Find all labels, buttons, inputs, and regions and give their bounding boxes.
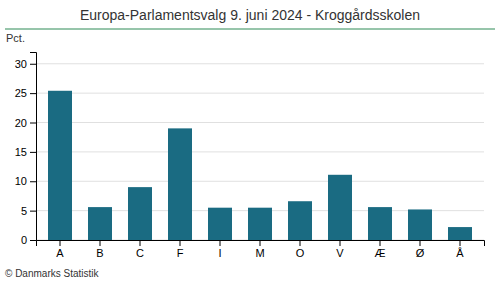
tick-mark (60, 240, 61, 246)
grid (36, 64, 484, 240)
tick: 0 (21, 234, 36, 246)
tick-label: A (56, 247, 64, 259)
tick-label: I (218, 247, 221, 259)
tick-mark (30, 181, 36, 182)
tick: 30 (15, 58, 36, 70)
tick: M (255, 240, 264, 259)
tick-label: 30 (15, 58, 27, 70)
tick-mark (30, 93, 36, 94)
title-rule (5, 29, 495, 30)
x-axis: ABCFIMOVÆØÅ (37, 240, 485, 259)
grid-line (36, 181, 484, 182)
tick-label: 15 (15, 146, 27, 158)
tick-label: 25 (15, 87, 27, 99)
tick: V (336, 240, 344, 259)
tick-mark (180, 240, 181, 246)
tick-label: V (336, 247, 344, 259)
tick-label: O (296, 247, 305, 259)
tick-mark (300, 240, 301, 246)
bar (128, 187, 152, 240)
tick-mark (420, 240, 421, 246)
tick: Ø (416, 240, 425, 259)
tick-mark (30, 64, 36, 65)
tick: Æ (375, 240, 386, 259)
y-label: Pct. (6, 32, 25, 44)
tick: 20 (15, 117, 36, 129)
tick-mark (340, 240, 341, 246)
tick-label: Å (456, 247, 464, 259)
tick: F (177, 240, 184, 259)
tick-mark (30, 123, 36, 124)
title: Europa-Parlamentsvalg 9. juni 2024 - Kro… (80, 7, 420, 23)
tick: 5 (21, 205, 36, 217)
tick-mark (460, 240, 461, 246)
tick-label: 10 (15, 175, 27, 187)
tick: B (96, 240, 103, 259)
tick-mark (260, 240, 261, 246)
tick-label: F (177, 247, 184, 259)
tick: O (296, 240, 305, 259)
grid-line (36, 93, 484, 94)
grid-line (36, 151, 484, 152)
tick-mark (100, 240, 101, 246)
bar (88, 207, 112, 240)
bar (168, 128, 192, 240)
bar (328, 175, 352, 240)
tick-mark (380, 240, 381, 246)
chart: Europa-Parlamentsvalg 9. juni 2024 - Kro… (0, 0, 500, 282)
tick-label: Æ (375, 247, 386, 259)
bars (48, 91, 472, 240)
tick-label: M (255, 247, 264, 259)
bar (208, 208, 232, 240)
bar (408, 209, 432, 240)
bar (368, 207, 392, 240)
bar (48, 91, 72, 240)
tick-label: Ø (416, 247, 425, 259)
tick-label: 0 (21, 234, 27, 246)
bar (248, 208, 272, 240)
tick-label: B (96, 247, 103, 259)
tick: 10 (15, 175, 36, 187)
bar (288, 201, 312, 240)
tick-label: 20 (15, 117, 27, 129)
plot: A B C F I M O V Æ Ø Å 0 5 10 15 20 25 30 (15, 53, 485, 259)
grid-line (36, 63, 484, 64)
tick: A (56, 240, 64, 259)
axis-line (37, 241, 485, 247)
tick: 25 (15, 87, 36, 99)
grid-line (36, 122, 484, 123)
tick-label: 5 (21, 205, 27, 217)
tick: I (218, 240, 221, 259)
tick-mark (140, 240, 141, 246)
tick-mark (30, 211, 36, 212)
tick-mark (220, 240, 221, 246)
tick-mark (30, 152, 36, 153)
y-axis: 0 5 10 15 20 25 30 (15, 53, 37, 247)
tick-mark (30, 240, 36, 241)
axis-line (30, 53, 37, 241)
tick: Å (456, 240, 464, 259)
bar (448, 227, 472, 240)
tick: C (136, 240, 144, 259)
tick: 15 (15, 146, 36, 158)
tick-label: C (136, 247, 144, 259)
footer: © Danmarks Statistik (5, 268, 100, 279)
